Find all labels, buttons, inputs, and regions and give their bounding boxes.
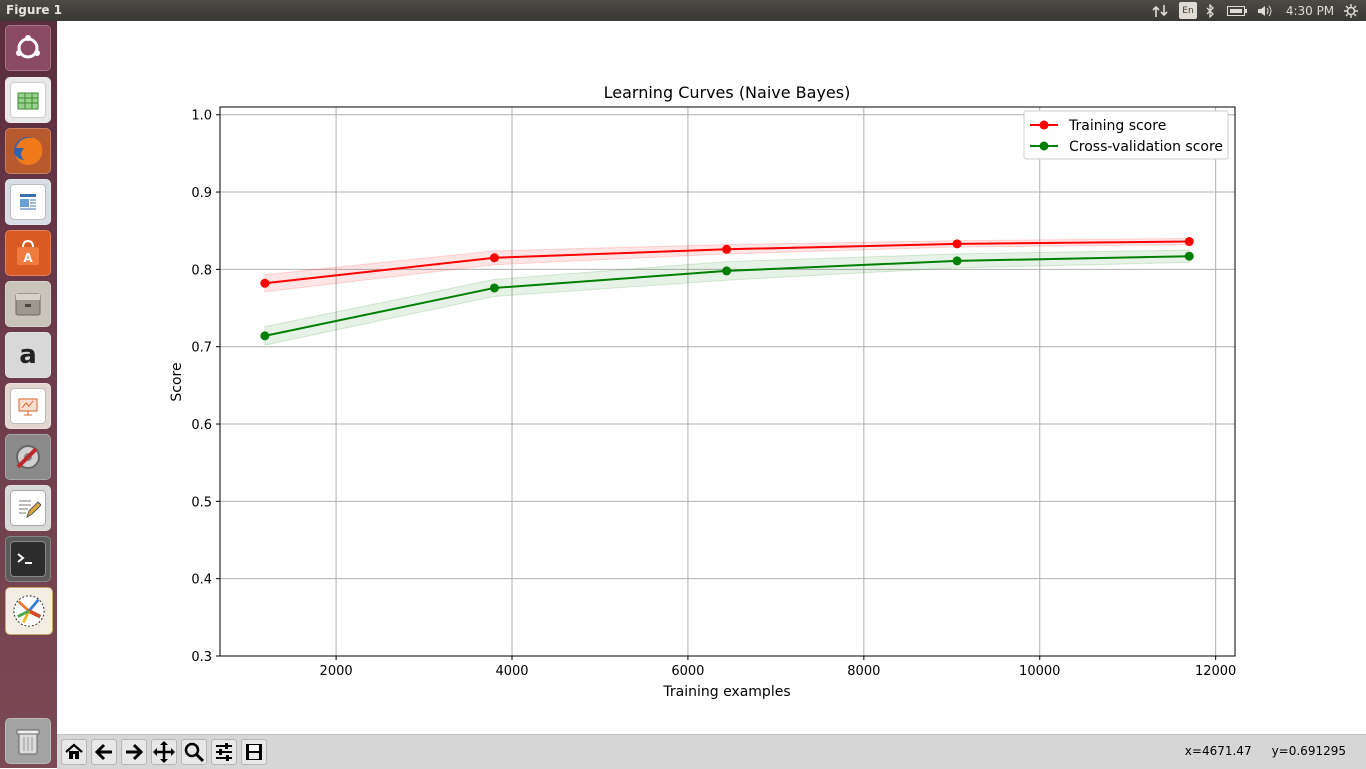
axes-layer: 2000 4000 6000 8000 10000 12000 0.3 0.4 0.5 0.6 0.…: [191, 106, 1236, 679]
firefox-icon: [11, 134, 45, 168]
y-tick-label: 0.5: [191, 495, 212, 510]
x-tick-label: 2000: [320, 664, 353, 679]
forward-button[interactable]: [121, 739, 147, 765]
legend-marker-cv: [1039, 141, 1049, 151]
volume-icon[interactable]: [1256, 2, 1274, 19]
shopping-bag-icon: A: [11, 236, 45, 270]
y-tick-label: 0.4: [191, 573, 212, 588]
network-icon[interactable]: [1151, 2, 1169, 19]
dash-home-button[interactable]: [5, 25, 51, 71]
home-icon: [65, 743, 83, 759]
impress-launcher-button[interactable]: [5, 383, 51, 429]
data-point-1-0: [260, 331, 270, 341]
data-point-0-1: [489, 253, 499, 263]
learning-curve-chart[interactable]: 2000 4000 6000 8000 10000 12000 0.3 0.4 0.5 0.6 0.…: [57, 21, 1366, 734]
save-button[interactable]: [241, 739, 267, 765]
figure-launcher-button[interactable]: [5, 587, 53, 635]
y-tick-label: 0.8: [191, 263, 212, 278]
legend-marker-training: [1039, 120, 1049, 130]
trash-icon: [11, 724, 45, 758]
floppy-disk-icon: [246, 744, 262, 760]
legend: Training score Cross-validation score: [1023, 110, 1229, 160]
battery-icon[interactable]: [1226, 2, 1248, 19]
cursor-coordinates: x=4671.47 y=0.691295: [1185, 744, 1346, 758]
data-point-0-4: [1184, 237, 1194, 247]
clock[interactable]: 4:30 PM: [1284, 2, 1336, 19]
data-point-1-4: [1184, 251, 1194, 261]
confidence-band-layer: [264, 237, 1190, 346]
spreadsheet-icon: [10, 82, 46, 118]
configure-subplots-button[interactable]: [211, 739, 237, 765]
clock-time: 4:30 PM: [1285, 3, 1335, 18]
calc-launcher-button[interactable]: [5, 77, 51, 123]
series-line-layer: [260, 237, 1194, 341]
back-button[interactable]: [91, 739, 117, 765]
top-panel: Figure 1 En 4:30 PM: [0, 0, 1366, 21]
matplotlib-icon: [12, 594, 46, 628]
legend-label-cv: Cross-validation score: [1069, 139, 1223, 155]
amazon-icon: a: [19, 340, 37, 370]
matplotlib-toolbar: x=4671.47 y=0.691295: [57, 734, 1366, 769]
x-tick-label: 8000: [847, 664, 880, 679]
wrench-gear-icon: [11, 440, 45, 474]
software-center-launcher-button[interactable]: A: [5, 230, 51, 276]
grid-layer: [220, 107, 1235, 657]
arrow-left-icon: [94, 743, 112, 761]
data-point-0-2: [722, 244, 732, 254]
trash-launcher-button[interactable]: [5, 718, 51, 764]
data-point-0-3: [952, 239, 962, 249]
move-arrows-icon: [153, 741, 175, 763]
keyboard-layout-indicator[interactable]: En: [1179, 2, 1197, 19]
data-point-1-3: [952, 256, 962, 266]
x-tick-label: 10000: [1019, 664, 1060, 679]
gear-icon[interactable]: [1342, 2, 1360, 19]
x-tick-label: 6000: [671, 664, 704, 679]
file-cabinet-icon: [11, 287, 45, 321]
svg-text:A: A: [23, 251, 33, 265]
y-axis-label: Score: [169, 362, 185, 401]
files-launcher-button[interactable]: [5, 281, 51, 327]
cursor-x-readout: x=4671.47: [1184, 744, 1252, 758]
x-tick-label: 4000: [495, 664, 528, 679]
data-point-1-1: [489, 283, 499, 293]
y-tick-label: 0.6: [191, 418, 212, 433]
figure-canvas[interactable]: 2000 4000 6000 8000 10000 12000 0.3 0.4 0.5 0.6 0.…: [57, 21, 1366, 734]
ubuntu-logo-icon: [11, 31, 45, 65]
terminal-icon: [10, 541, 46, 577]
arrow-right-icon: [126, 743, 144, 761]
zoom-button[interactable]: [181, 739, 207, 765]
bluetooth-icon[interactable]: [1203, 2, 1217, 19]
data-point-1-2: [722, 266, 732, 276]
amazon-launcher-button[interactable]: a: [5, 332, 51, 378]
chart-title: Learning Curves (Naive Bayes): [604, 83, 851, 102]
cursor-y-readout: y=0.691295: [1271, 744, 1346, 758]
settings-launcher-button[interactable]: [5, 434, 51, 480]
document-icon: [10, 184, 46, 220]
y-tick-label: 0.7: [191, 341, 212, 356]
y-tick-label: 0.3: [191, 650, 212, 665]
launcher: A a: [0, 21, 57, 768]
home-button[interactable]: [61, 739, 87, 765]
x-tick-label: 12000: [1195, 664, 1236, 679]
legend-label-training: Training score: [1068, 118, 1166, 134]
pencil-icon: [10, 490, 46, 526]
y-tick-label: 0.9: [191, 186, 212, 201]
keyboard-layout-label: En: [1182, 5, 1194, 16]
pan-button[interactable]: [151, 739, 177, 765]
plot-frame: [219, 106, 1236, 657]
sliders-icon: [216, 743, 232, 761]
data-point-0-0: [260, 278, 270, 288]
text-editor-launcher-button[interactable]: [5, 485, 51, 531]
magnifier-icon: [184, 742, 204, 762]
firefox-launcher-button[interactable]: [5, 128, 51, 174]
window-title: Figure 1: [6, 3, 63, 17]
y-tick-label: 1.0: [191, 109, 212, 124]
terminal-launcher-button[interactable]: [5, 536, 51, 582]
writer-launcher-button[interactable]: [5, 179, 51, 225]
presentation-icon: [10, 388, 46, 424]
x-axis-label: Training examples: [662, 684, 790, 700]
